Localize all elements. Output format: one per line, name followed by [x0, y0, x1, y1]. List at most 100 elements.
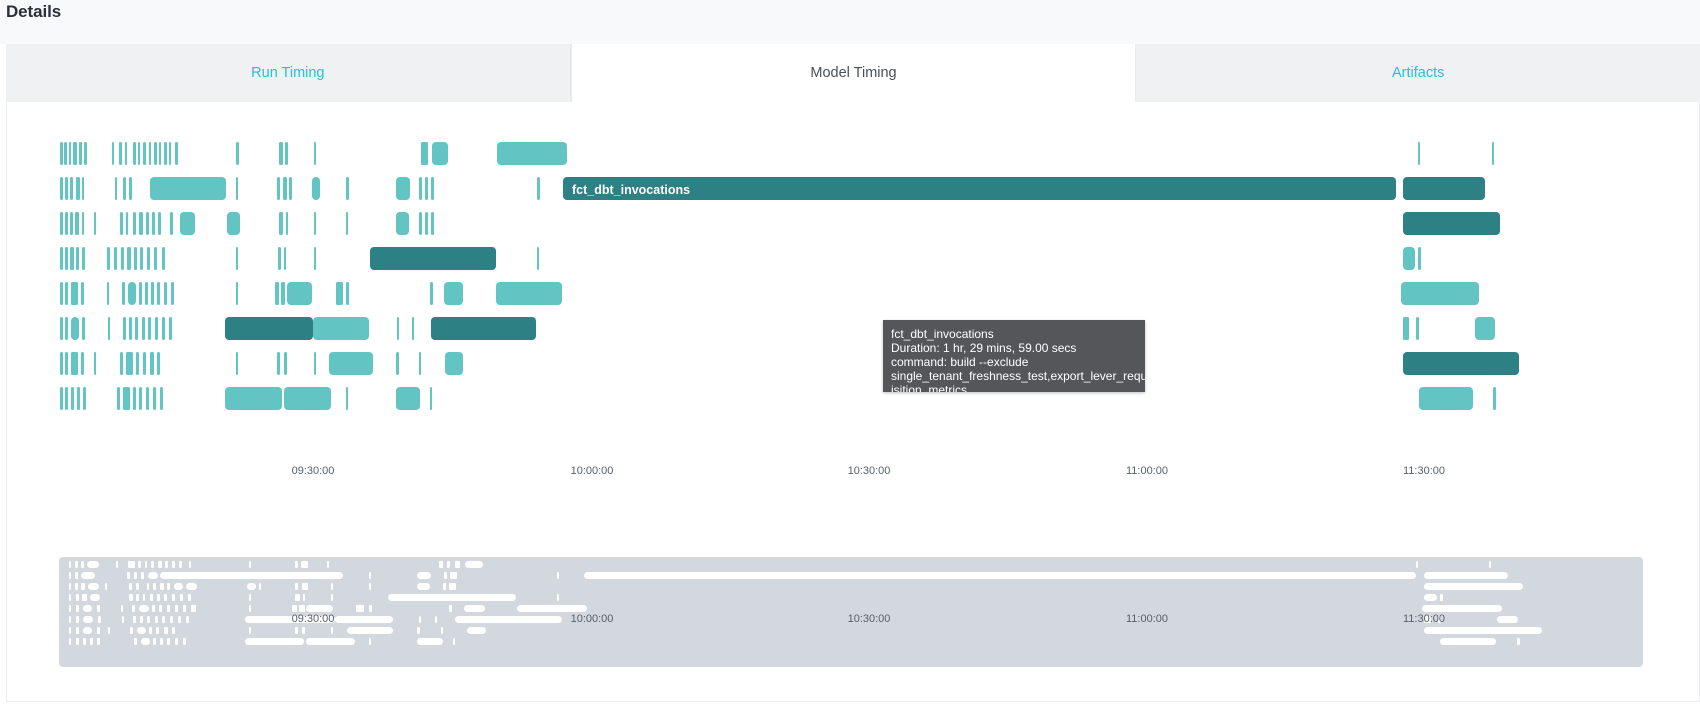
gantt-bar[interactable]: [312, 177, 320, 200]
gantt-bar[interactable]: [123, 317, 126, 340]
gantt-bar[interactable]: [65, 387, 68, 410]
gantt-bar[interactable]: [314, 247, 316, 270]
gantt-bar[interactable]: [81, 282, 84, 305]
gantt-chart-minimap[interactable]: [59, 557, 1643, 667]
gantt-bar[interactable]: [64, 142, 67, 165]
gantt-bar[interactable]: [370, 247, 496, 270]
gantt-bar[interactable]: [336, 282, 343, 305]
gantt-bar[interactable]: [70, 212, 73, 235]
gantt-bar[interactable]: [60, 352, 63, 375]
gantt-bar[interactable]: [60, 317, 63, 340]
gantt-bar[interactable]: [314, 352, 316, 375]
gantt-bar[interactable]: [76, 177, 80, 200]
gantt-bar[interactable]: [65, 352, 68, 375]
gantt-bar[interactable]: [412, 317, 414, 340]
gantt-bar[interactable]: [120, 212, 123, 235]
gantt-bar[interactable]: [227, 212, 240, 235]
gantt-bar[interactable]: [149, 142, 151, 165]
gantt-bar[interactable]: [431, 212, 434, 235]
gantt-bar[interactable]: [169, 142, 171, 165]
gantt-bar[interactable]: [159, 142, 161, 165]
gantt-bar[interactable]: [155, 317, 158, 340]
gantt-bar[interactable]: [60, 142, 63, 165]
gantt-bar[interactable]: [107, 247, 110, 270]
gantt-bar[interactable]: [278, 247, 281, 270]
gantt-bar[interactable]: [151, 282, 154, 305]
gantt-bar[interactable]: [277, 177, 280, 200]
gantt-bar[interactable]: [170, 212, 173, 235]
gantt-bar[interactable]: [346, 212, 348, 235]
gantt-bar[interactable]: [60, 247, 63, 270]
gantt-bar[interactable]: [496, 282, 562, 305]
gantt-bar[interactable]: [83, 387, 86, 410]
gantt-bar[interactable]: [279, 212, 283, 235]
gantt-bar[interactable]: [77, 387, 80, 410]
gantt-bar[interactable]: [150, 352, 154, 375]
gantt-bar[interactable]: [1401, 282, 1479, 305]
gantt-bar[interactable]: [154, 247, 157, 270]
gantt-bar[interactable]: [169, 317, 172, 340]
gantt-bar[interactable]: [128, 282, 136, 305]
gantt-bar[interactable]: [444, 282, 463, 305]
gantt-bar[interactable]: [65, 177, 68, 200]
gantt-bar[interactable]: [430, 282, 433, 305]
gantt-bar[interactable]: [122, 282, 125, 305]
gantt-bar[interactable]: [152, 212, 155, 235]
gantt-bar[interactable]: [126, 352, 133, 375]
gantt-bar[interactable]: [430, 387, 432, 410]
gantt-bar[interactable]: [71, 352, 78, 375]
gantt-bar[interactable]: [138, 142, 140, 165]
gantt-bar[interactable]: [133, 387, 136, 410]
gantt-bar[interactable]: [157, 352, 160, 375]
gantt-chart-main[interactable]: [7, 102, 1700, 492]
gantt-bar[interactable]: [123, 387, 130, 410]
gantt-bar[interactable]: [162, 247, 165, 270]
gantt-bar[interactable]: [432, 142, 448, 165]
gantt-bar[interactable]: [148, 317, 151, 340]
gantt-bar[interactable]: [71, 387, 74, 410]
gantt-bar[interactable]: [70, 177, 73, 200]
gantt-bar[interactable]: [286, 212, 288, 235]
gantt-bar[interactable]: [76, 247, 79, 270]
gantt-bar[interactable]: [284, 387, 331, 410]
gantt-bar[interactable]: [287, 282, 312, 305]
gantt-bar[interactable]: [127, 247, 131, 270]
gantt-bar[interactable]: [236, 247, 238, 270]
gantt-bar[interactable]: [79, 142, 82, 165]
tab-model-timing[interactable]: Model Timing: [570, 44, 1137, 102]
gantt-bar[interactable]: [146, 212, 149, 235]
gantt-bar[interactable]: [397, 317, 399, 340]
gantt-bar[interactable]: [175, 142, 178, 165]
gantt-bar[interactable]: [160, 387, 163, 410]
gantt-bar[interactable]: [1418, 142, 1420, 165]
gantt-bar[interactable]: [150, 177, 226, 200]
gantt-bar[interactable]: [142, 317, 145, 340]
gantt-bar[interactable]: [65, 247, 68, 270]
gantt-bar[interactable]: [1403, 177, 1485, 200]
gantt-bar[interactable]: [1492, 142, 1494, 165]
gantt-bar[interactable]: [162, 317, 165, 340]
gantt-bar[interactable]: [396, 212, 409, 235]
gantt-bar[interactable]: [81, 352, 84, 375]
gantt-bar[interactable]: [129, 317, 132, 340]
gantt-bar[interactable]: [225, 317, 313, 340]
gantt-bar[interactable]: [134, 247, 137, 270]
gantt-bar[interactable]: [147, 247, 150, 270]
gantt-bar[interactable]: [277, 352, 280, 375]
gantt-bar[interactable]: [65, 282, 68, 305]
gantt-bar[interactable]: [73, 142, 77, 165]
gantt-bar[interactable]: [71, 317, 79, 340]
gantt-bar[interactable]: [171, 282, 174, 305]
gantt-bar[interactable]: [119, 142, 122, 165]
gantt-bar[interactable]: [281, 282, 285, 305]
gantt-bar[interactable]: [497, 142, 567, 165]
gantt-bar[interactable]: [139, 212, 143, 235]
gantt-bar[interactable]: [139, 282, 142, 305]
gantt-bar[interactable]: [275, 282, 279, 305]
gantt-bar[interactable]: [1419, 387, 1473, 410]
gantt-bar[interactable]: [396, 352, 399, 375]
gantt-bar[interactable]: [1403, 317, 1409, 340]
gantt-bar[interactable]: [1403, 212, 1500, 235]
gantt-bar[interactable]: [1403, 352, 1519, 375]
gantt-bar[interactable]: [94, 352, 96, 375]
